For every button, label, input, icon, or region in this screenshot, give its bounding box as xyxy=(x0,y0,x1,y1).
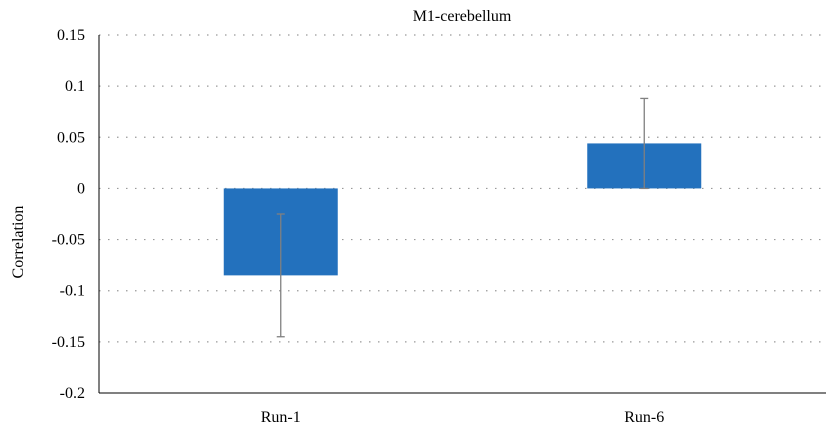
y-tick-label: 0.15 xyxy=(57,27,85,44)
y-tick-label: 0.1 xyxy=(65,78,85,95)
x-tick-label: Run-6 xyxy=(624,409,664,426)
x-tick-labels: Run-1 Run-6 xyxy=(261,409,665,426)
axes xyxy=(98,35,826,394)
y-tick-labels: 0.15 0.1 0.05 0 -0.05 -0.1 -0.15 -0.2 xyxy=(52,27,85,402)
y-tick-label: -0.15 xyxy=(52,334,85,351)
error-bars xyxy=(276,97,649,338)
bars xyxy=(223,143,702,276)
y-tick-label: 0 xyxy=(77,180,85,197)
grid-lines xyxy=(99,34,826,343)
y-tick-label: -0.2 xyxy=(60,385,85,402)
y-tick-label: 0.05 xyxy=(57,129,85,146)
y-axis-title: Correlation xyxy=(10,206,27,279)
x-tick-label: Run-1 xyxy=(261,409,301,426)
chart-title: M1-cerebellum xyxy=(413,8,512,25)
y-tick-label: -0.05 xyxy=(52,232,85,249)
y-tick-label: -0.1 xyxy=(60,283,85,300)
